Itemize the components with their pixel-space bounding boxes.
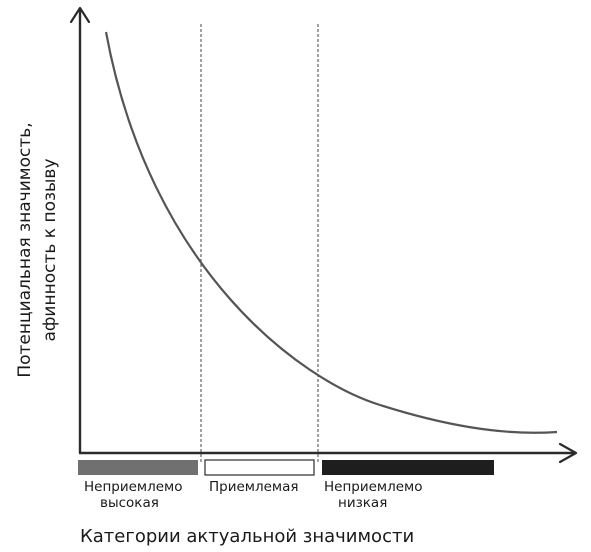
significance-curve [104,31,558,434]
y-axis-label-line1: Потенциальная значимость, [15,122,35,377]
category-label-low-line2: низкая [338,495,387,511]
y-axis-label: Потенциальная значимость, афинность к по… [15,122,60,377]
category-bar-low [322,460,494,475]
category-label-acceptable: Приемлемая [209,479,299,495]
category-bar-high [78,460,198,475]
y-axis-label-line2: афинность к позыву [40,158,60,341]
category-label-low-line1: Неприемлемо [324,479,423,495]
x-axis-label: Категории актуальной значимости [80,526,414,547]
category-bar-acceptable [204,459,315,476]
category-label-high-line2: высокая [100,495,159,511]
category-label-high-line1: Неприемлемо [84,479,183,495]
y-axis-arrowhead [69,6,91,24]
x-axis-arrowhead [558,442,578,464]
